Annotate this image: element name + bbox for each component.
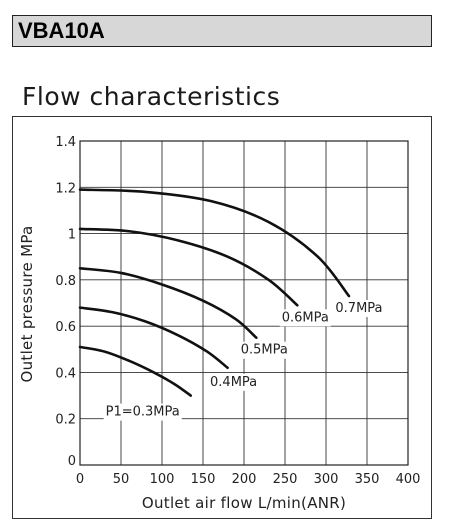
series-line [78, 345, 192, 397]
series-label: 0.5MPa [241, 343, 288, 358]
y-tick-label: 0.2 [55, 413, 76, 428]
chart-frame [12, 116, 432, 519]
y-tick-label: 1.2 [55, 181, 76, 196]
y-tick-label: 1 [68, 228, 76, 243]
series-label-bg [279, 309, 331, 327]
x-tick-label: 250 [273, 472, 298, 487]
y-tick-label: 1.4 [55, 135, 76, 150]
x-tick-label: 100 [150, 472, 175, 487]
y-tick-label: 0.6 [55, 320, 76, 335]
y-tick-label: 0 [68, 454, 76, 469]
plot-area-border [79, 140, 409, 466]
y-tick-label: 0.8 [55, 274, 76, 289]
y-axis-label: Outlet pressure MPa [18, 225, 36, 382]
x-tick-label: 0 [76, 472, 84, 487]
x-axis-label: Outlet air flow L/min(ANR) [142, 494, 346, 512]
series-line [78, 188, 351, 298]
series-label: 0.6MPa [282, 310, 329, 325]
series-labels: P1=0.3MPa 0.4MPa 0.5MPa 0.6MPa 0.7MPa [103, 300, 385, 421]
series-lines [78, 188, 351, 397]
x-tick-label: 400 [396, 472, 421, 487]
chart-title: Flow characteristics [22, 82, 281, 111]
x-tick-label: 300 [314, 472, 339, 487]
y-tick-label: 0.4 [55, 366, 76, 381]
series-label: 0.7MPa [335, 301, 382, 316]
series-line [78, 306, 229, 370]
series-label-bg [333, 300, 385, 318]
model-header: VBA10A [12, 15, 432, 47]
x-tick-label: 350 [355, 472, 380, 487]
x-tick-label: 200 [232, 472, 257, 487]
series-label-bg [103, 403, 182, 421]
series-label-bg [238, 341, 290, 359]
x-tick-label: 50 [113, 472, 130, 487]
x-tick-label: 150 [191, 472, 216, 487]
series-label-bg [208, 373, 260, 391]
series-line [78, 266, 258, 340]
series-label: P1=0.3MPa [106, 405, 180, 420]
series-line [78, 227, 299, 307]
series-label: 0.4MPa [210, 375, 257, 390]
tick-labels: 0 50 100 150 200 250 300 350 400 0 0.2 0.4 0.6 0.8 1 1.… [55, 135, 420, 487]
